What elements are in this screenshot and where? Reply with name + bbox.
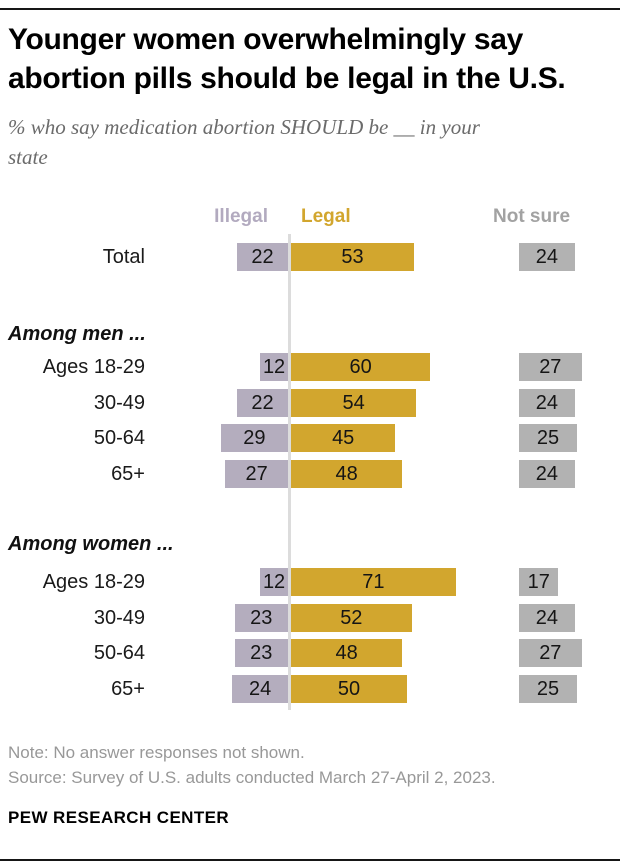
note-text: Note: No answer responses not shown. [8,743,305,762]
source-text: Source: Survey of U.S. adults conducted … [8,768,496,787]
bar-legal: 54 [291,389,417,417]
row-label: 65+ [111,463,145,485]
column-header-illegal: Illegal [214,206,268,227]
bar-not-sure: 27 [519,639,582,667]
bar-not-sure: 27 [519,353,582,381]
bar-illegal: 23 [234,639,288,667]
row-label: Ages 18-29 [42,571,145,593]
bar-not-sure: 25 [519,675,577,703]
bar-legal: 53 [291,243,414,271]
bar-illegal: 24 [232,675,288,703]
row-label: 30-49 [93,392,145,414]
brand-wordmark: PEW RESEARCH CENTER [8,808,230,827]
bar-not-sure: 24 [519,389,575,417]
bar-illegal: 27 [225,460,288,488]
row-label: 50-64 [93,642,145,664]
row-label: 65+ [111,678,145,700]
page-title-line1: Younger women overwhelmingly say [8,23,523,56]
row-label: Total [102,246,145,268]
zero-axis-line [288,234,291,710]
bar-legal: 48 [291,460,403,488]
section-header: Among men ... [8,323,146,345]
bar-not-sure: 24 [519,460,575,488]
page-title-line2: abortion pills should be legal in the U.… [8,62,566,95]
bar-legal: 50 [291,675,407,703]
bar-legal: 52 [291,604,412,632]
row-label: Ages 18-29 [42,356,145,378]
row-label: 30-49 [93,607,145,629]
bar-legal: 48 [291,639,403,667]
page-title: Younger women overwhelmingly say abortio… [8,20,614,98]
section-header: Among women ... [8,533,174,555]
bar-not-sure: 17 [519,568,559,596]
bar-illegal: 29 [220,424,288,452]
bar-not-sure: 25 [519,424,577,452]
bottom-divider-rule [0,859,620,861]
footnotes: Note: No answer responses not shown. Sou… [8,740,608,790]
bar-not-sure: 24 [519,243,575,271]
chart-subtitle-line2: state [8,145,48,169]
top-divider-rule [0,8,620,10]
bar-illegal: 12 [260,568,288,596]
bar-legal: 60 [291,353,431,381]
bar-legal: 71 [291,568,456,596]
bar-illegal: 22 [236,389,288,417]
bar-illegal: 22 [236,243,288,271]
bar-illegal: 12 [260,353,288,381]
bar-not-sure: 24 [519,604,575,632]
chart-subtitle-line1: % who say medication abortion SHOULD be … [8,115,480,139]
bar-legal: 45 [291,424,396,452]
column-header-legal: Legal [301,206,351,227]
column-header-not-sure: Not sure [493,206,571,227]
bar-illegal: 23 [234,604,288,632]
row-label: 50-64 [93,427,145,449]
chart-subtitle: % who say medication abortion SHOULD be … [8,112,608,172]
